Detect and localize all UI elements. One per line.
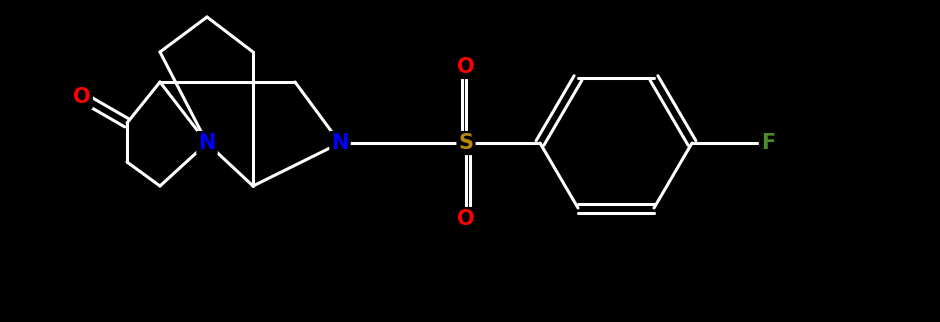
Text: N: N xyxy=(198,133,215,153)
Text: O: O xyxy=(73,87,91,107)
Text: N: N xyxy=(331,133,349,153)
Text: O: O xyxy=(457,57,475,77)
Text: F: F xyxy=(760,133,776,153)
Text: S: S xyxy=(459,133,474,153)
Text: O: O xyxy=(457,209,475,229)
